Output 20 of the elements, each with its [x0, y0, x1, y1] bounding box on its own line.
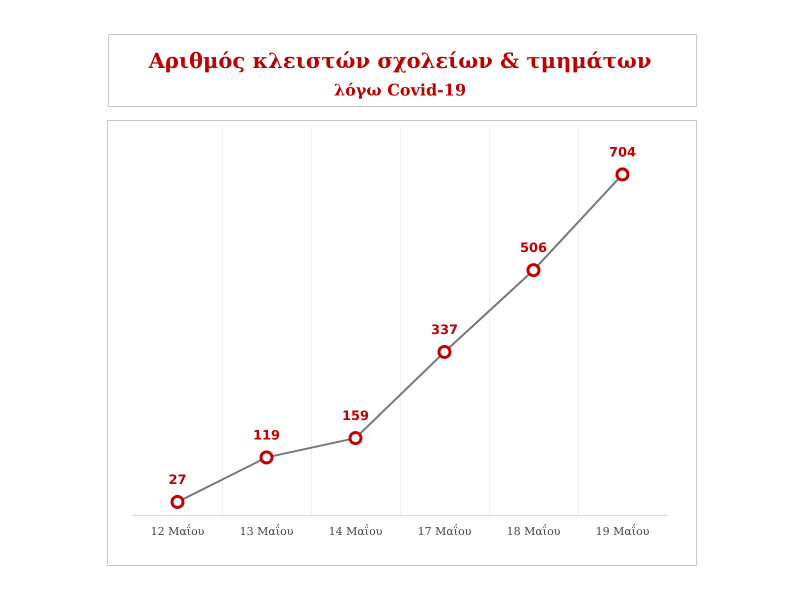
point	[260, 450, 274, 464]
x-tick-label: 12 Μαΐου	[150, 524, 205, 538]
x-tick-label: 19 Μαΐου	[596, 524, 650, 538]
point	[438, 344, 452, 359]
x-tick-label: 18 Μαΐου	[506, 524, 561, 538]
point	[348, 431, 362, 446]
data-label: 337	[430, 322, 458, 338]
chart-subtitle: λόγω Covid-19	[334, 80, 466, 100]
chart-title: Αριθμός κλειστών σχολείων & τμημάτων	[148, 48, 652, 73]
data-label: 506	[520, 241, 548, 256]
point	[526, 263, 540, 278]
x-tick-label: 17 Μαΐου	[418, 524, 472, 538]
point	[170, 494, 184, 509]
point	[616, 167, 630, 182]
x-tick-label: 13 Μαΐου	[240, 524, 294, 538]
x-tick-label: 14 Μαΐου	[328, 524, 383, 538]
data-label: 27	[168, 472, 187, 488]
data-label: 119	[252, 428, 280, 444]
data-label: 159	[342, 409, 370, 424]
data-label: 704	[608, 145, 636, 160]
